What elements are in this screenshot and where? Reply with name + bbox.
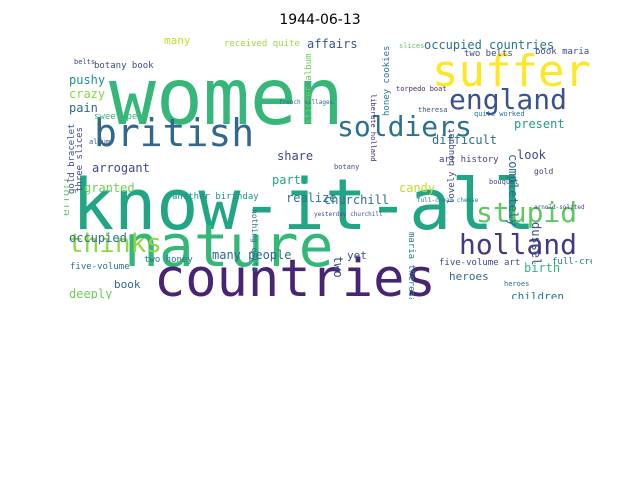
cloud-word: art history bbox=[439, 155, 499, 165]
cloud-word: french villages bbox=[279, 99, 334, 106]
cloud-word: holland bbox=[459, 228, 577, 261]
cloud-word: occupied bbox=[69, 231, 127, 245]
cloud-word: know-it-all bbox=[72, 164, 536, 246]
cloud-word: heroes bbox=[449, 270, 489, 283]
cloud-word: countries bbox=[154, 249, 436, 299]
cloud-word: bouquet bbox=[489, 178, 519, 186]
cloud-word: children bbox=[511, 290, 564, 299]
cloud-word: granted bbox=[84, 181, 135, 195]
cloud-word: dussel bbox=[529, 222, 543, 265]
cloud-word: arnold-solzted bbox=[534, 204, 585, 211]
cloud-word: affairs bbox=[307, 37, 358, 51]
cloud-word: honey cookies bbox=[382, 46, 392, 116]
cloud-word: lovely bouquet bbox=[447, 128, 457, 204]
cloud-word: full-cream bbox=[552, 257, 592, 267]
cloud-word: birth bbox=[524, 261, 560, 275]
cloud-word: botany bbox=[334, 163, 359, 171]
cloud-word: botany book bbox=[94, 61, 154, 71]
cloud-word: belts bbox=[74, 58, 95, 66]
cloud-word: many bbox=[164, 34, 191, 47]
cloud-word: two bbox=[331, 256, 345, 278]
cloud-word: gold bracelet bbox=[67, 124, 77, 194]
chart-title: 1944-06-13 bbox=[279, 12, 361, 28]
cloud-word: nature bbox=[124, 212, 334, 280]
cloud-word: yet bbox=[347, 249, 367, 262]
cloud-word: british bbox=[94, 111, 254, 155]
cloud-word: effort bbox=[64, 176, 72, 216]
cloud-word: completely bbox=[506, 154, 520, 226]
cloud-word: two honey bbox=[144, 255, 193, 265]
cloud-word: realize bbox=[286, 191, 337, 205]
cloud-word: book bbox=[114, 278, 141, 291]
cloud-word: three slices bbox=[75, 127, 85, 192]
cloud-word: five-volume bbox=[70, 262, 130, 272]
cloud-word: nothing quite bbox=[250, 209, 259, 272]
cloud-word: sticker album bbox=[304, 54, 314, 124]
cloud-word: heroes bbox=[504, 280, 529, 288]
cloud-word: liberate holland bbox=[369, 94, 377, 161]
cloud-word: torpedo boat bbox=[396, 85, 447, 93]
cloud-word: slices bbox=[399, 42, 424, 50]
cloud-word: sweet peas bbox=[94, 112, 148, 122]
cloud-word: england bbox=[449, 83, 567, 116]
cloud-word: theresa bbox=[418, 106, 448, 114]
cloud-word: maria theresa bbox=[406, 232, 416, 299]
cloud-word: pushy bbox=[69, 73, 105, 87]
cloud-word: women bbox=[109, 53, 344, 143]
cloud-word: quite worked bbox=[474, 110, 525, 118]
cloud-word: parts bbox=[272, 173, 308, 187]
cloud-word: share bbox=[277, 149, 313, 163]
cloud-word: candy bbox=[399, 181, 435, 195]
cloud-word: look bbox=[517, 148, 547, 162]
word-cloud: women know-it-all nature countries british su… bbox=[64, 34, 592, 299]
cloud-word: stupid bbox=[476, 196, 577, 229]
cloud-word: pain bbox=[69, 101, 98, 115]
cloud-word: crazy bbox=[69, 87, 105, 101]
cloud-word: gold bbox=[534, 167, 553, 176]
cloud-word: difficult bbox=[432, 133, 497, 147]
cloud-word: received quite bbox=[224, 39, 300, 49]
cloud-word: soldiers bbox=[337, 110, 472, 143]
cloud-word: two belts bbox=[464, 49, 513, 59]
cloud-word: another birthday bbox=[172, 192, 259, 202]
cloud-word: many people bbox=[212, 248, 291, 262]
cloud-word: yesterday churchill bbox=[314, 211, 383, 218]
cloud-word: arrogant bbox=[92, 161, 150, 175]
cloud-word: full-cream cheese bbox=[417, 197, 479, 204]
cloud-word: churchill bbox=[324, 193, 389, 207]
cloud-word: album bbox=[89, 138, 110, 146]
cloud-word: deeply bbox=[69, 287, 112, 299]
cloud-word: five-volume art bbox=[439, 258, 520, 268]
cloud-word: suffer bbox=[432, 46, 591, 97]
cloud-word: book maria bbox=[535, 47, 589, 57]
cloud-word: present bbox=[514, 117, 565, 131]
cloud-word: thinks bbox=[68, 229, 162, 259]
cloud-word: occupied countries bbox=[424, 38, 554, 52]
